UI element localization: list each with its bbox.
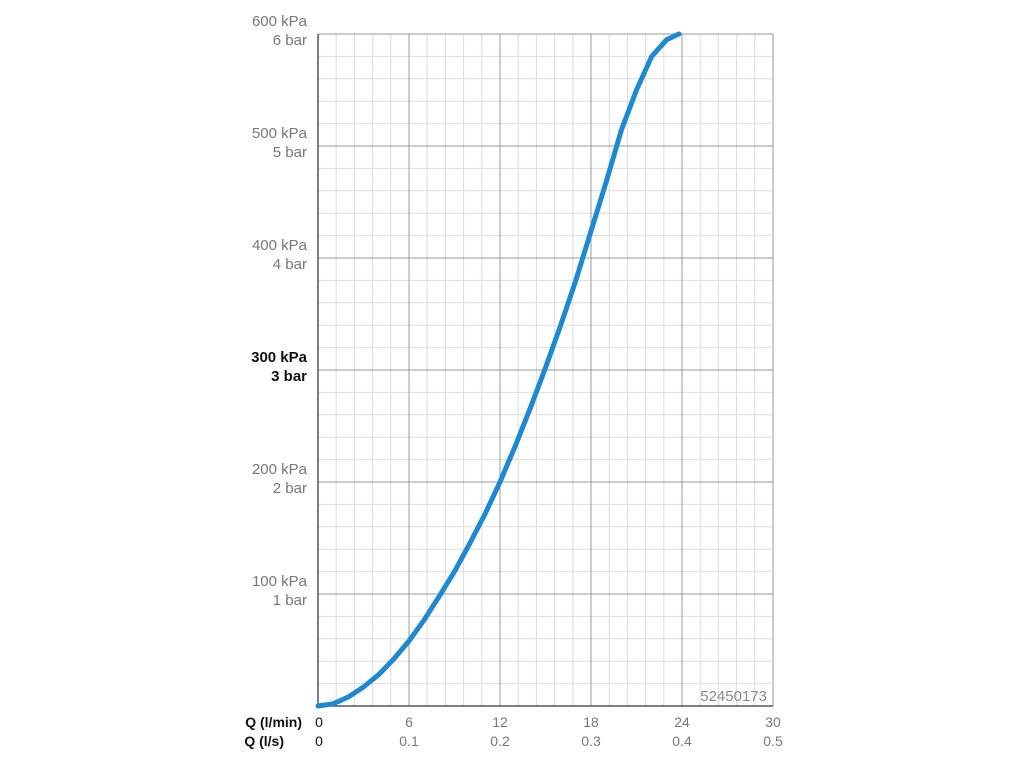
- x-tick-label-ls: 0.5: [763, 733, 783, 749]
- x-tick-label-lmin: 12: [492, 714, 508, 730]
- x-tick-label-ls: 0.1: [399, 733, 419, 749]
- y-tick-label-kpa: 100 kPa: [252, 573, 308, 590]
- x-tick-label-lmin: 6: [405, 714, 413, 730]
- y-tick-label-bar: 3 bar: [271, 368, 307, 385]
- x-tick-label-ls: 0: [315, 733, 323, 749]
- x-tick-label-ls: 0.3: [581, 733, 601, 749]
- y-axis-labels: 100 kPa 1 bar 200 kPa 2 bar 300 kPa 3 bar 400 …: [251, 13, 308, 609]
- x-tick-label-ls: 0.4: [672, 733, 692, 749]
- y-tick-label-kpa: 400 kPa: [252, 237, 308, 254]
- x-tick-label-lmin: 0: [315, 714, 323, 730]
- y-tick-label-bar: 5 bar: [273, 144, 307, 161]
- axes: [317, 34, 773, 707]
- y-tick-label-bar: 4 bar: [273, 256, 307, 273]
- x-axis-label-primary: Q (l/min): [245, 714, 302, 730]
- y-tick-label-kpa: 500 kPa: [252, 125, 308, 142]
- x-axis-label-secondary: Q (l/s): [244, 733, 284, 749]
- y-tick-label-kpa: 600 kPa: [252, 13, 308, 30]
- y-tick-label-kpa: 200 kPa: [252, 461, 308, 478]
- series-line-0: [315, 31, 682, 709]
- x-tick-label-lmin: 30: [765, 714, 781, 730]
- x-tick-label-ls: 0.2: [490, 733, 510, 749]
- y-tick-label-bar: 6 bar: [273, 32, 307, 49]
- y-tick-label-kpa: 300 kPa: [251, 349, 308, 366]
- x-axis-labels: 0 0 6 0.1 12 0.2 18 0.3 24 0.4 30 0.5: [315, 714, 783, 749]
- chart-annotation: 52450173: [700, 688, 767, 705]
- x-tick-label-lmin: 18: [583, 714, 599, 730]
- y-tick-label-bar: 2 bar: [273, 480, 307, 497]
- curve-layer: [315, 31, 682, 709]
- x-tick-label-lmin: 24: [674, 714, 690, 730]
- major-grid: [318, 33, 774, 706]
- y-tick-label-bar: 1 bar: [273, 592, 307, 609]
